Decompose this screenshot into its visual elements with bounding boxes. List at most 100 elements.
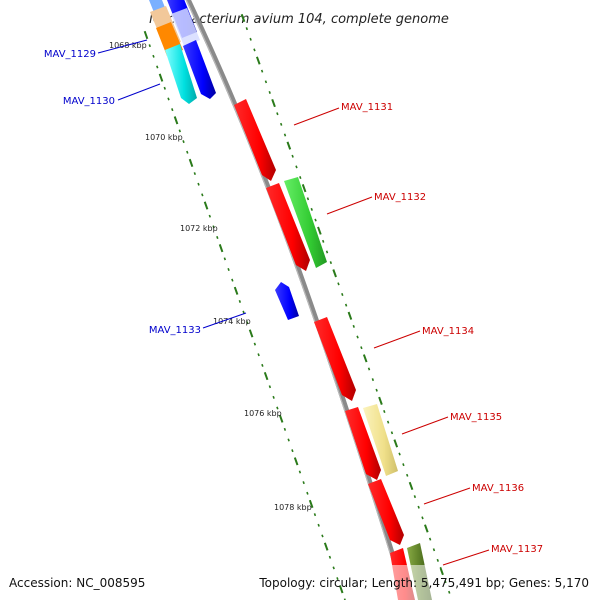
minor-tick (302, 481, 305, 485)
minor-tick (171, 108, 174, 112)
minor-tick (287, 438, 290, 442)
minor-tick (283, 427, 287, 431)
gene-label-mav-1134[interactable]: MAV_1134 (422, 326, 474, 337)
minor-tick (299, 176, 302, 180)
gene-mav-1134[interactable] (314, 317, 356, 401)
gene-label-mav-1130[interactable]: MAV_1130 (63, 96, 115, 107)
minor-tick (356, 335, 359, 339)
major-tick (301, 184, 307, 193)
minor-tick (291, 449, 294, 453)
gene-mav-1133[interactable] (275, 282, 299, 320)
gene-label-mav-1132[interactable]: MAV_1132 (374, 192, 426, 203)
minor-tick (178, 129, 181, 133)
gene-mav-1132[interactable] (266, 177, 327, 271)
leader-line (326, 196, 373, 215)
footer-fade (380, 565, 440, 600)
tick-label: 1078 kbp (274, 503, 312, 512)
gene-block (165, 44, 197, 104)
minor-tick (264, 80, 268, 84)
leader-line (293, 107, 340, 126)
minor-tick (417, 505, 420, 509)
minor-tick (367, 367, 371, 371)
gene-label-mav-1135[interactable]: MAV_1135 (450, 412, 502, 423)
minor-tick (436, 558, 439, 562)
gene-label-mav-1136[interactable]: MAV_1136 (472, 483, 524, 494)
major-tick (173, 116, 179, 125)
minor-tick (306, 197, 310, 201)
minor-tick (148, 44, 151, 48)
minor-tick (328, 555, 332, 559)
minor-tick (197, 182, 200, 186)
genome-summary-text: Topology: circular; Length: 5,475,491 bp… (258, 576, 589, 590)
minor-tick (306, 491, 309, 495)
minor-tick (268, 385, 272, 389)
gene-label-mav-1133[interactable]: MAV_1133 (149, 325, 201, 336)
minor-tick (337, 282, 340, 286)
minor-tick (329, 261, 333, 265)
minor-tick (332, 566, 335, 570)
minor-tick (298, 470, 302, 474)
major-tick (286, 141, 292, 150)
minor-tick (257, 353, 260, 357)
major-tick (424, 524, 429, 533)
major-tick (218, 244, 224, 253)
major-tick (308, 499, 314, 509)
major-tick (362, 354, 368, 363)
major-tick (143, 30, 149, 40)
gene-arrow (345, 407, 381, 480)
gene-label-mav-1129[interactable]: MAV_1129 (44, 49, 96, 60)
gene-mav-1137[interactable] (380, 543, 440, 600)
minor-tick (212, 225, 215, 229)
minor-tick (163, 86, 166, 90)
gene-label-mav-1137[interactable]: MAV_1137 (491, 544, 543, 555)
minor-tick (246, 321, 249, 325)
minor-tick (261, 363, 264, 367)
minor-tick (313, 513, 317, 517)
minor-tick (167, 97, 170, 101)
minor-tick (375, 388, 378, 392)
gene-mav-1136[interactable] (368, 479, 404, 545)
major-tick (393, 439, 399, 448)
minor-tick (272, 395, 275, 399)
gene-arrow (368, 479, 404, 545)
gene-arrow (314, 317, 356, 401)
minor-tick (421, 516, 424, 520)
minor-tick (448, 590, 451, 594)
major-tick (347, 311, 353, 320)
gene-mav-1135[interactable] (345, 404, 398, 480)
minor-tick (276, 112, 279, 116)
gene-arrow (234, 99, 276, 181)
minor-tick (268, 90, 271, 94)
minor-tick (156, 65, 159, 69)
leader-line (442, 549, 490, 566)
major-tick (378, 396, 383, 405)
gene-arrow (284, 177, 327, 268)
minor-tick (283, 133, 287, 137)
major-tick (278, 414, 284, 423)
minor-tick (201, 193, 204, 197)
minor-tick (223, 257, 227, 261)
minor-tick (336, 577, 339, 581)
major-tick (158, 73, 164, 82)
minor-tick (386, 420, 390, 424)
tick-label: 1072 kbp (180, 224, 218, 233)
map-title: Mycobacterium avium 104, complete genome (149, 12, 449, 27)
major-tick (233, 286, 239, 295)
major-tick (188, 158, 194, 168)
minor-tick (390, 431, 394, 435)
minor-tick (242, 310, 245, 314)
gene-mav-1131[interactable] (234, 99, 276, 181)
minor-tick (208, 214, 212, 218)
minor-tick (245, 27, 249, 31)
gene-label-mav-1131[interactable]: MAV_1131 (341, 102, 393, 113)
minor-tick (444, 580, 447, 584)
major-tick (255, 56, 261, 65)
minor-tick (325, 250, 329, 254)
gene-mav-1130[interactable] (165, 40, 216, 104)
tick-label: 1070 kbp (145, 133, 183, 142)
tick-tracks (143, 13, 451, 600)
gene-block (171, 8, 200, 46)
minor-tick (253, 342, 257, 346)
minor-tick (231, 278, 234, 282)
major-tick (293, 457, 299, 466)
